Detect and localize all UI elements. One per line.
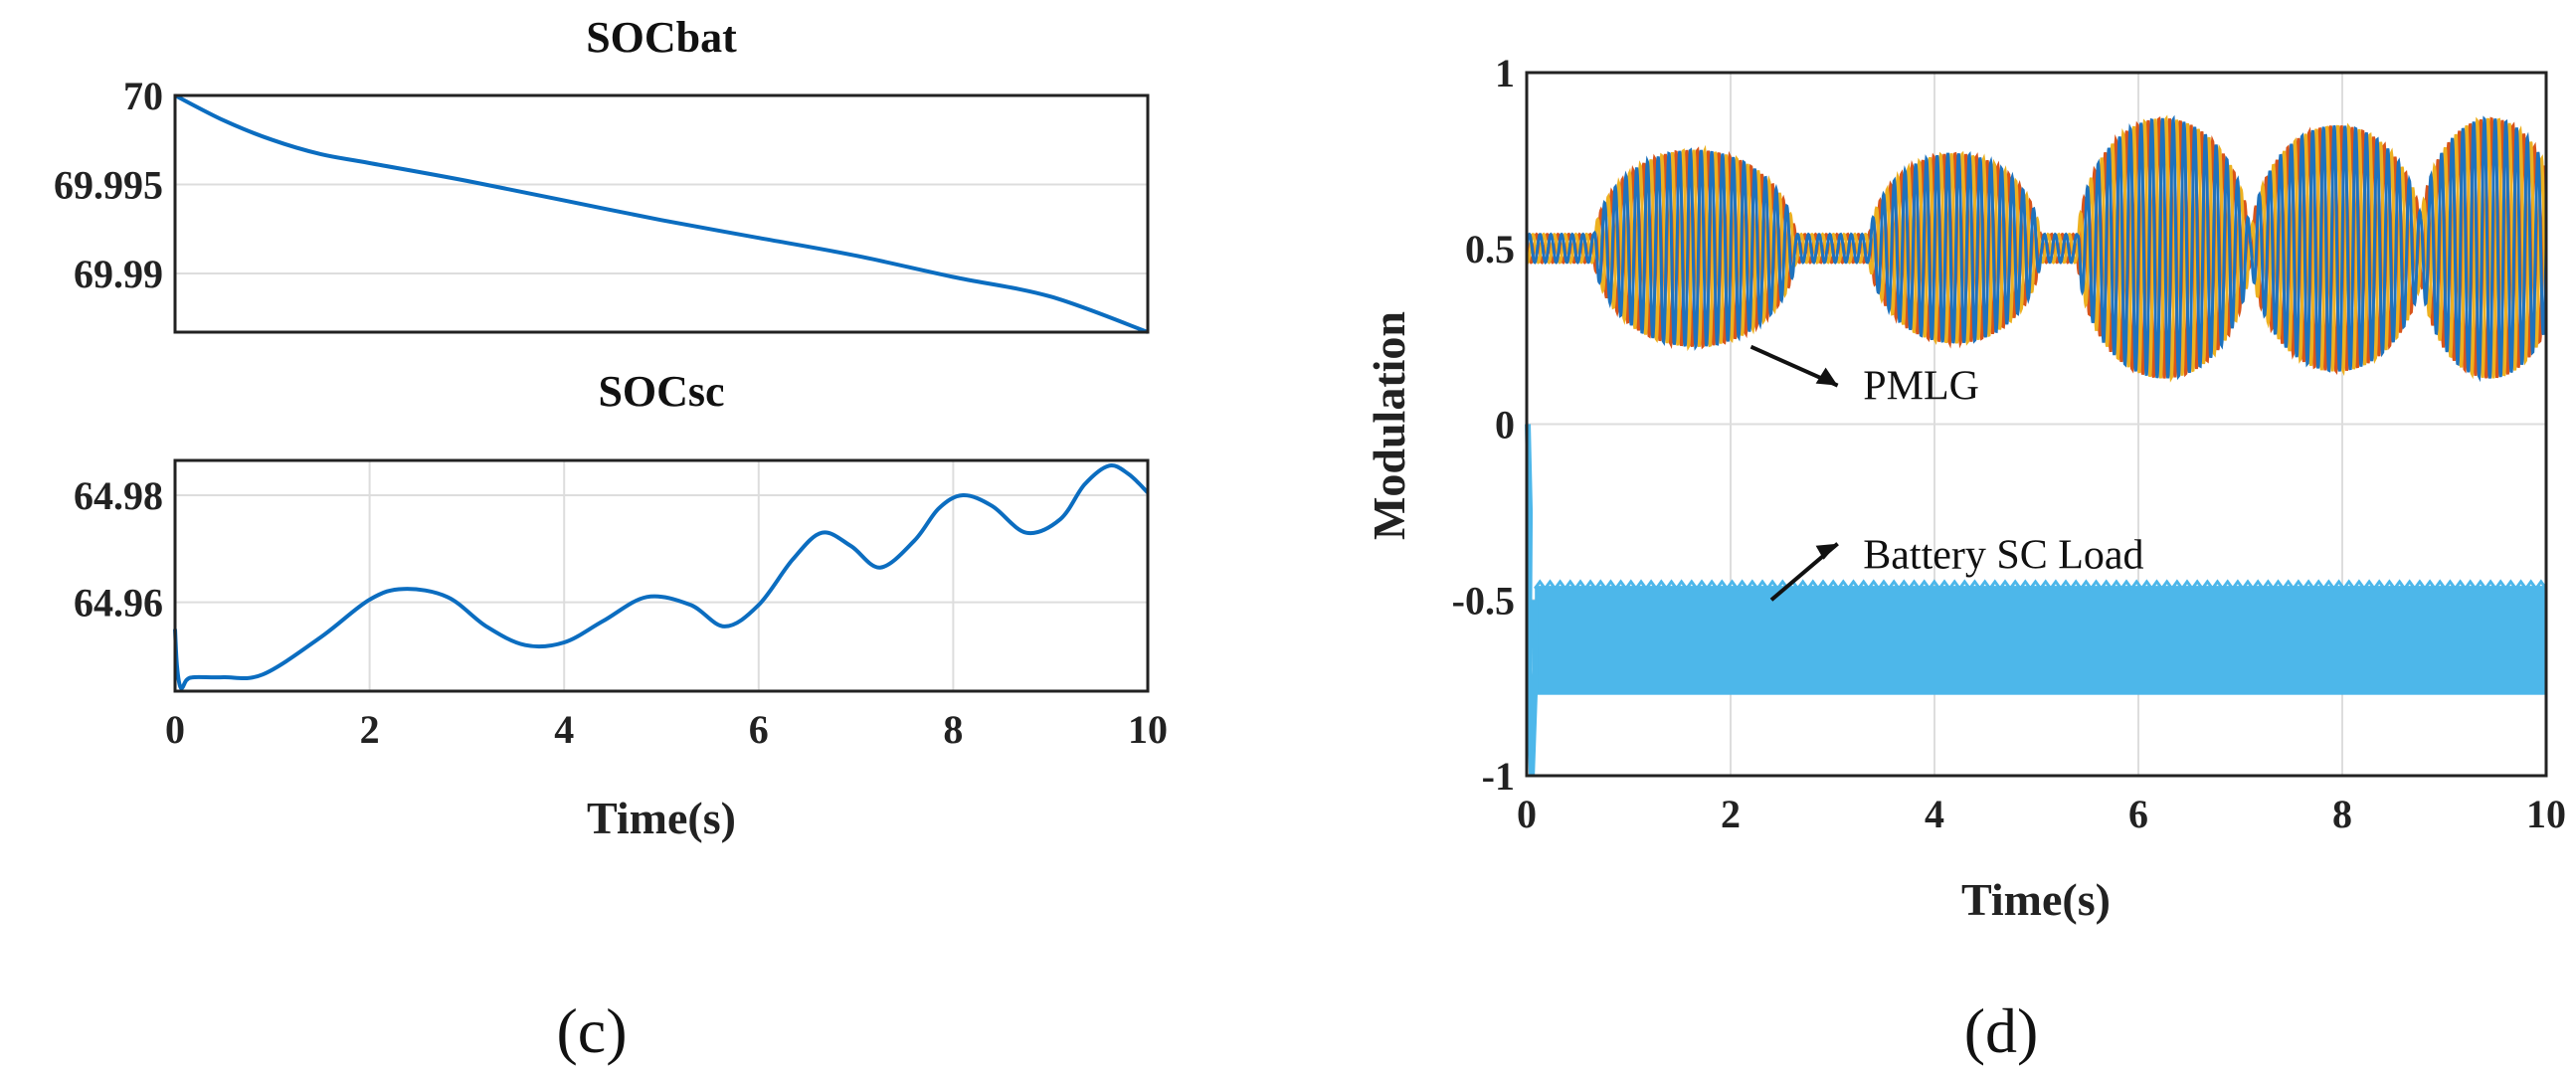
socsc-series — [173, 463, 1150, 691]
y-tick-label: 69.99 — [74, 252, 163, 296]
socbat-line — [174, 93, 1149, 334]
y-tick-label: 70 — [123, 74, 163, 118]
y-tick-label: 69.995 — [54, 162, 163, 207]
y-tick-label: 64.98 — [74, 473, 163, 518]
x-tick-label: 8 — [943, 707, 963, 752]
pmlg-phase-line — [1525, 114, 2548, 383]
modulation-annotations: PMLG Battery SC Load — [1749, 344, 2144, 602]
pmlg-arrowhead — [1815, 367, 1838, 386]
x-tick-label: 4 — [554, 707, 574, 752]
x-tick-label: 6 — [749, 707, 769, 752]
y-tick-label: 64.96 — [74, 581, 163, 626]
battery-sc-load-transient — [1525, 424, 1539, 777]
socbat-series — [174, 93, 1149, 334]
socsc-x-ticks: 0 2 4 6 8 10 — [165, 707, 1168, 752]
battery-sc-load-band — [1535, 586, 2546, 695]
socsc-x-axis-label: Time(s) — [587, 793, 736, 843]
modulation-chart: 1 0.5 0 -0.5 -1 0 2 4 6 8 10 Time(s) Modulation P… — [1364, 51, 2566, 925]
socsc-line — [173, 463, 1150, 691]
socsc-grid — [175, 460, 1148, 691]
modulation-series — [1525, 114, 2548, 777]
socsc-chart: SOCsc 64.98 64.96 0 2 4 6 8 10 Time(s) — [74, 367, 1168, 843]
socsc-y-ticks: 64.98 64.96 — [74, 473, 163, 626]
x-tick-label: 10 — [1128, 707, 1168, 752]
x-tick-label: 0 — [1517, 792, 1537, 836]
modulation-x-axis-label: Time(s) — [1961, 874, 2111, 925]
socbat-axes-frame — [173, 93, 1150, 334]
pmlg-phase-line — [1525, 114, 2548, 383]
y-tick-label: -0.5 — [1452, 578, 1515, 623]
battery-arrowhead — [1815, 543, 1838, 560]
x-tick-label: 10 — [2526, 792, 2566, 836]
battery-sc-load-ripple — [1533, 579, 2548, 592]
modulation-y-axis-label: Modulation — [1364, 311, 1414, 540]
modulation-x-ticks: 0 2 4 6 8 10 — [1517, 792, 2566, 836]
x-tick-label: 2 — [1721, 792, 1741, 836]
socsc-title: SOCsc — [598, 367, 724, 416]
socbat-title: SOCbat — [586, 13, 737, 62]
x-tick-label: 2 — [360, 707, 380, 752]
modulation-y-ticks: 1 0.5 0 -0.5 -1 — [1452, 51, 1515, 799]
y-tick-label: -1 — [1482, 754, 1515, 799]
y-tick-label: 0 — [1495, 403, 1515, 448]
socsc-axes-frame — [173, 458, 1150, 693]
socbat-y-ticks: 70 69.995 69.99 — [54, 74, 163, 296]
modulation-axes-frame — [1525, 71, 2548, 778]
x-tick-label: 0 — [165, 707, 185, 752]
pmlg-annotation-text: PMLG — [1863, 364, 1979, 410]
battery-annotation-text: Battery SC Load — [1863, 532, 2143, 578]
panel-label-c: (c) — [556, 995, 627, 1066]
y-tick-label: 1 — [1495, 51, 1515, 95]
x-tick-label: 6 — [2128, 792, 2148, 836]
x-tick-label: 8 — [2332, 792, 2352, 836]
panel-label-d: (d) — [1964, 995, 2039, 1066]
socbat-chart: SOCbat 70 69.995 69.99 — [54, 13, 1150, 334]
socbat-grid — [175, 94, 1148, 274]
pmlg-phase-line — [1525, 116, 2548, 379]
y-tick-label: 0.5 — [1465, 227, 1515, 271]
x-tick-label: 4 — [1925, 792, 1944, 836]
